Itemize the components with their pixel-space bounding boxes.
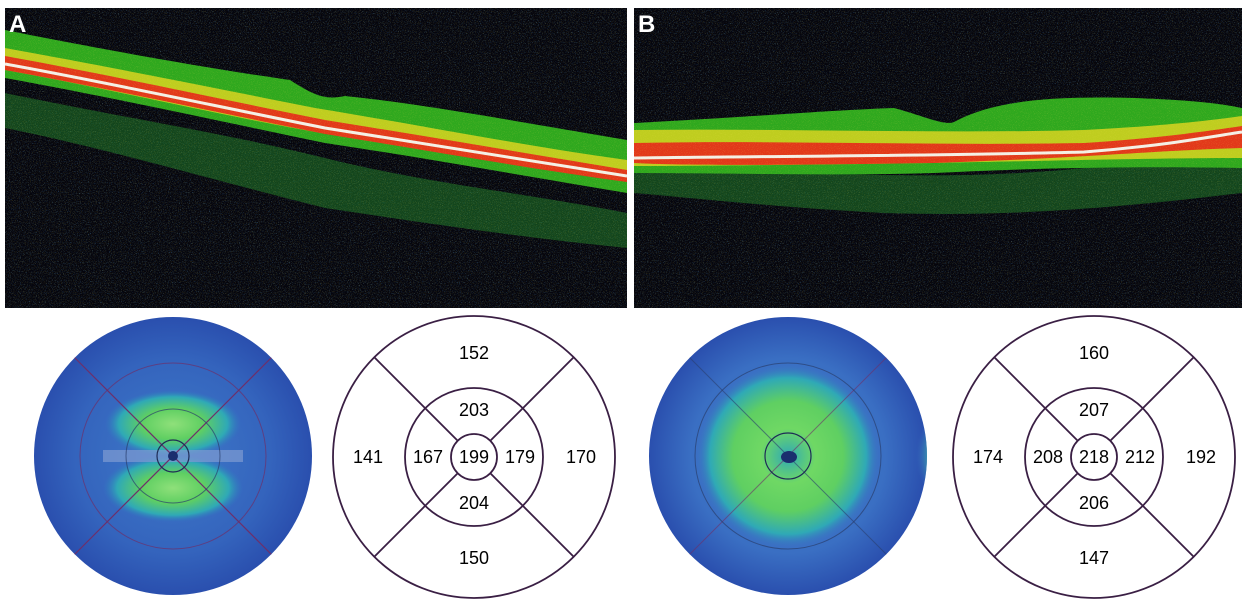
etdrs-grid-b: 218 207 206 208 212 160 147 174 192 (952, 315, 1236, 599)
etdrs-a-inner-nasal: 179 (505, 447, 535, 467)
etdrs-grid-a: 199 203 204 167 179 152 150 141 170 (332, 315, 616, 599)
etdrs-b-outer-nasal: 192 (1186, 447, 1216, 467)
panel-label-b: B (638, 11, 656, 38)
etdrs-a-outer-nasal: 170 (566, 447, 596, 467)
etdrs-a-outer-temporal: 141 (353, 447, 383, 467)
thickness-map-b (649, 317, 927, 595)
panel-label-a: A (9, 11, 27, 38)
etdrs-b-inner-nasal: 212 (1125, 447, 1155, 467)
etdrs-a-inner-superior: 203 (459, 400, 489, 420)
thickness-map-a-lower-lobe (103, 454, 243, 522)
etdrs-b-inner-inferior: 206 (1079, 493, 1109, 513)
oct-bscan-b: B (634, 8, 1242, 308)
oct-bscan-a: A (5, 8, 627, 308)
etdrs-a-inner-inferior: 204 (459, 493, 489, 513)
thickness-map-a-fovea (168, 451, 178, 461)
etdrs-b-center: 218 (1079, 447, 1109, 467)
etdrs-b-inner-superior: 207 (1079, 400, 1109, 420)
thickness-map-b-nasal-hotspot (860, 394, 927, 518)
etdrs-a-inner-temporal: 167 (413, 447, 443, 467)
etdrs-b-outer-temporal: 174 (973, 447, 1003, 467)
etdrs-a-outer-superior: 152 (459, 343, 489, 363)
thickness-map-a-upper-lobe (105, 390, 241, 458)
thickness-map-a (34, 317, 312, 595)
etdrs-b-inner-temporal: 208 (1033, 447, 1063, 467)
etdrs-b-outer-superior: 160 (1079, 343, 1109, 363)
etdrs-a-outer-inferior: 150 (459, 548, 489, 568)
oct-bscan-b-image (634, 8, 1242, 308)
etdrs-a-center: 199 (459, 447, 489, 467)
thickness-map-b-fovea (781, 451, 797, 463)
etdrs-b-outer-inferior: 147 (1079, 548, 1109, 568)
oct-bscan-a-image (5, 8, 627, 308)
